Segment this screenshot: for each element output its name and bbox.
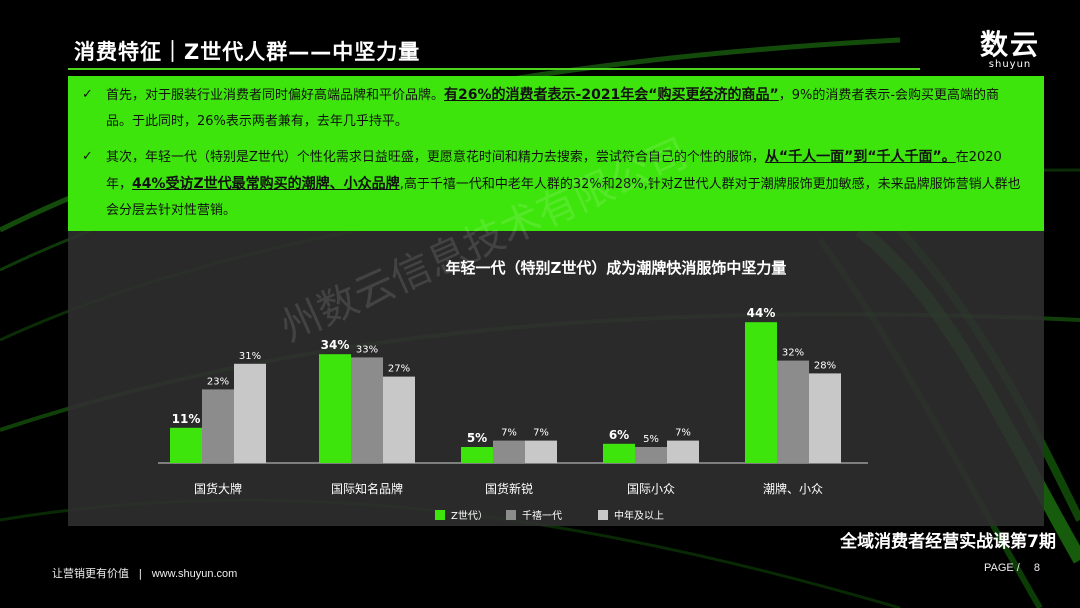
legend-label-2: 中年及以上 xyxy=(614,509,664,522)
legend-swatch-0 xyxy=(435,510,445,520)
finding-2-rest: ,高于千禧一代和中老年人群的32%和28%,针对Z世代人群对于潮牌服饰更加敏感，… xyxy=(106,177,1021,218)
page-label: PAGE / xyxy=(984,562,1020,574)
finding-2-mid: 在2020年， xyxy=(106,150,1002,192)
legend-swatch-1 xyxy=(506,510,516,520)
bar-1-0 xyxy=(319,354,351,463)
data-label-2-2: 7% xyxy=(533,428,549,439)
legend-label-1: 千禧一代 xyxy=(522,509,562,522)
finding-1-rest: ，9%的消费者表示-会购买更高端的商品。于此同时，26%表示两者兼有，去年几乎持… xyxy=(106,88,1000,129)
data-label-1-1: 33% xyxy=(356,344,378,355)
page-number: 8 xyxy=(1033,562,1040,574)
bar-0-1 xyxy=(202,389,234,463)
data-label-0-1: 23% xyxy=(207,376,229,387)
legend-label-0: Z世代） xyxy=(451,510,488,522)
x-tick-label-2: 国货新锐 xyxy=(485,481,533,496)
bar-1-1 xyxy=(351,357,383,463)
brand-name: 数云 xyxy=(980,28,1041,61)
data-label-0-0: 11% xyxy=(172,412,201,426)
bar-1-2 xyxy=(383,376,415,463)
title-divider xyxy=(68,68,920,70)
x-tick-label-1: 国际知名品牌 xyxy=(331,481,403,496)
bar-4-0 xyxy=(745,322,777,463)
chart-title: 年轻一代（特别Z世代）成为潮牌快消服饰中坚力量 xyxy=(445,259,787,277)
bar-chart: 11% 23% 31% 国货大牌 34% 33% 27% 国际知名品牌 5% 7% 7% 国货新锐 6%… xyxy=(158,306,868,522)
brand-subtitle: shuyun xyxy=(988,59,1032,70)
check-icon: ✓ xyxy=(82,149,93,164)
page-indicator: PAGE / 8 xyxy=(984,562,1040,574)
data-label-3-1: 5% xyxy=(643,434,659,445)
bar-4-2 xyxy=(809,373,841,463)
data-label-2-0: 5% xyxy=(467,431,487,445)
x-tick-label-3: 国际小众 xyxy=(627,482,675,496)
finding-1-highlight: 有26%的消费者表示-2021年会“购买更经济的商品” xyxy=(444,87,779,103)
bar-2-2 xyxy=(525,440,557,463)
x-tick-label-4: 潮牌、小众 xyxy=(763,481,823,496)
bar-0-2 xyxy=(234,363,266,463)
finding-text-2: 其次，年轻一代（特别是Z世代）个性化需求日益旺盛，更愿意花时间和精力去搜索，尝试… xyxy=(106,144,1022,224)
data-label-4-0: 44% xyxy=(747,306,776,320)
finding-2-highlight: 从“千人一面”到“千人千面”。 xyxy=(764,149,956,165)
data-label-2-1: 7% xyxy=(501,428,517,439)
data-label-4-1: 32% xyxy=(782,348,804,359)
footer-website-link[interactable]: www.shuyun.com xyxy=(151,568,238,580)
bar-2-1 xyxy=(493,440,525,463)
course-title: 全域消费者经营实战课第7期 xyxy=(840,532,1056,552)
footer-slogan-bar: 让营销更有价值 | www.shuyun.com xyxy=(52,565,237,581)
bar-3-0 xyxy=(603,443,635,463)
key-findings-panel: ✓ 首先，对于服装行业消费者同时偏好高端品牌和平价品牌。有26%的消费者表示-2… xyxy=(68,76,1044,231)
data-label-3-0: 6% xyxy=(609,428,629,442)
data-label-1-2: 27% xyxy=(388,364,410,375)
finding-2-intro: 其次，年轻一代（特别是Z世代）个性化需求日益旺盛，更愿意花时间和精力去搜索，尝试… xyxy=(106,150,765,165)
legend-swatch-2 xyxy=(598,510,608,520)
footer-slogan: 让营销更有价值 xyxy=(52,567,129,580)
data-label-1-0: 34% xyxy=(321,338,350,352)
finding-2-highlight-2: 44%受访Z世代最常购买的潮牌、小众品牌 xyxy=(132,176,400,192)
page-title: 消费特征｜Z世代人群——中坚力量 xyxy=(74,40,421,64)
brand-logo: 数云 shuyun xyxy=(980,30,1040,70)
footer-divider: | xyxy=(138,567,143,580)
data-label-4-2: 28% xyxy=(814,360,836,371)
check-icon: ✓ xyxy=(82,87,93,102)
bar-0-0 xyxy=(170,427,202,463)
data-label-0-2: 31% xyxy=(239,351,261,362)
finding-1-intro: 首先，对于服装行业消费者同时偏好高端品牌和平价品牌。 xyxy=(106,88,445,103)
x-tick-label-0: 国货大牌 xyxy=(194,481,242,496)
bar-2-0 xyxy=(461,447,493,463)
bar-3-2 xyxy=(667,440,699,463)
data-label-3-2: 7% xyxy=(675,428,691,439)
bar-4-1 xyxy=(777,360,809,463)
bar-3-1 xyxy=(635,447,667,463)
chart-panel: 年轻一代（特别Z世代）成为潮牌快消服饰中坚力量 11% 23% 31% 国货大牌 34%… xyxy=(68,231,1044,526)
finding-text-1: 首先，对于服装行业消费者同时偏好高端品牌和平价品牌。有26%的消费者表示-202… xyxy=(106,82,1022,135)
